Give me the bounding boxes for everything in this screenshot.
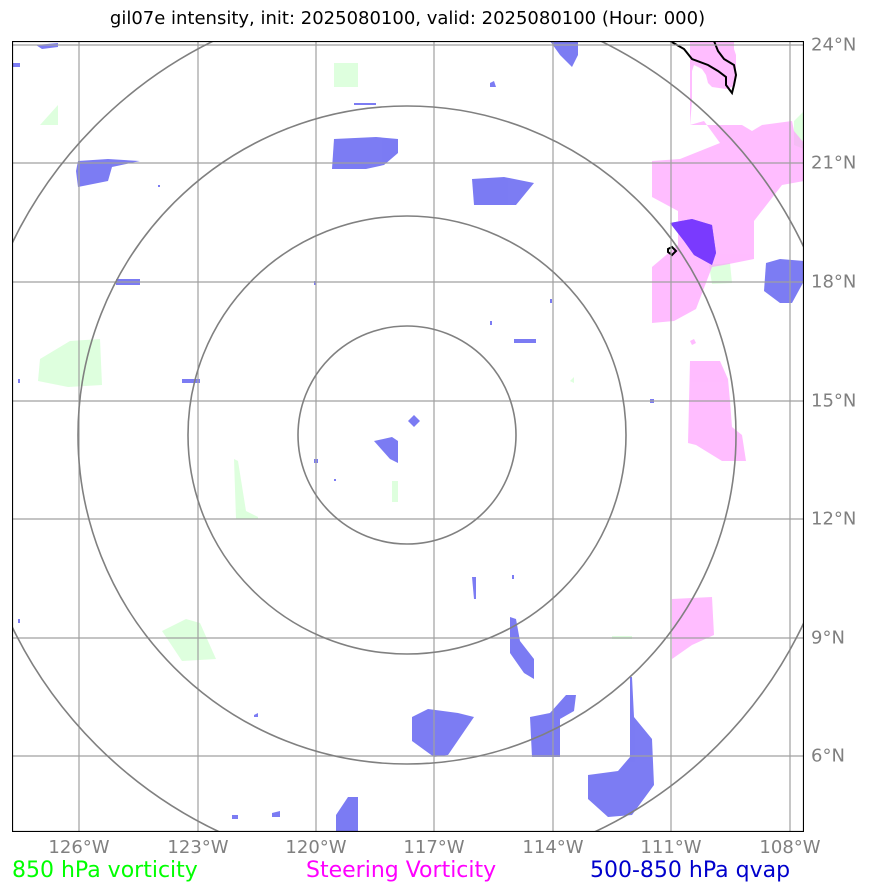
legend-steering-vorticity: Steering Vorticity: [306, 858, 497, 883]
steering-vorticity-layer: [652, 41, 804, 659]
lat-label: 12°N: [811, 508, 857, 530]
lat-label: 6°N: [811, 745, 845, 767]
lat-label: 24°N: [811, 34, 857, 56]
range-ring: [297, 325, 517, 545]
lon-label: 126°W: [48, 837, 110, 858]
lon-label: 123°W: [167, 837, 229, 858]
lon-label: 114°W: [522, 837, 584, 858]
lat-label: 15°N: [811, 390, 857, 412]
legend-qvap: 500-850 hPa qvap: [590, 858, 791, 883]
lat-label: 21°N: [811, 152, 857, 174]
lon-label: 117°W: [403, 837, 465, 858]
range-ring: [187, 215, 627, 655]
graticule: [12, 41, 804, 832]
range-ring: [77, 105, 737, 765]
legend-850-vorticity: 850 hPa vorticity: [12, 858, 198, 883]
lon-label: 111°W: [640, 837, 702, 858]
map-panel: [12, 41, 804, 832]
overlap-patch: [670, 219, 716, 265]
lon-label: 120°W: [285, 837, 347, 858]
lat-label: 18°N: [811, 271, 857, 293]
lat-label: 9°N: [811, 627, 845, 649]
lon-label: 108°W: [759, 837, 821, 858]
vorticity-850-layer: [38, 63, 804, 661]
range-rings: [12, 41, 804, 832]
map-title: gil07e intensity, init: 2025080100, vali…: [109, 8, 706, 29]
